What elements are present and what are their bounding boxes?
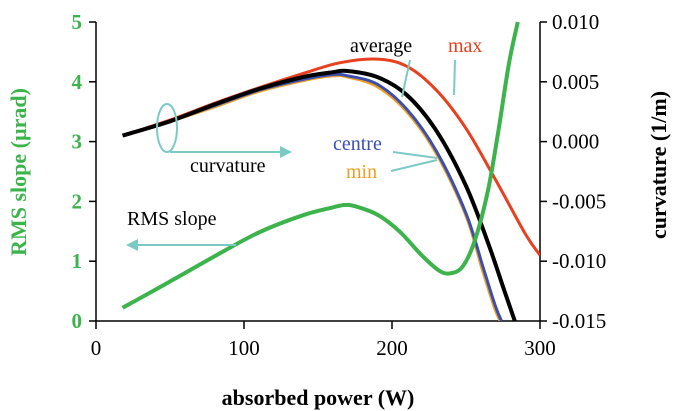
left-y-tick-label: 3 [72,130,83,154]
left-y-tick-label: 2 [72,189,83,213]
min-pointer [390,159,438,172]
average-pointer [401,59,411,98]
curvature-arrow-head [280,146,292,158]
x-tick-label: 300 [524,336,556,360]
annotation-average: average [350,35,412,57]
curvature-marker-ellipse [156,103,178,153]
series-line-rms-slope [121,21,520,310]
x-tick-label: 100 [228,336,260,360]
right-y-tick-label: 0.005 [552,70,599,94]
left-y-tick-label: 0 [72,309,83,333]
annotation-rms-slope: RMS slope [127,208,217,230]
centre-pointer [392,151,438,159]
x-axis-title: absorbed power (W) [222,385,415,410]
annotation-max: max [448,35,482,57]
annotation-layer: average max centre min curvature RMS slope [126,35,482,251]
right-axis-title: curvature (1/m) [646,91,671,239]
rms-slope-arrow-head [126,239,138,251]
series-line-average [122,68,517,321]
annotation-min: min [346,161,377,183]
right-y-tick-label: -0.010 [552,249,606,273]
annotation-centre: centre [333,133,382,155]
right-y-tick-label: -0.005 [552,189,606,213]
x-tick-label: 0 [91,336,102,360]
series-layer [121,21,540,321]
right-y-tick-label: -0.015 [552,309,606,333]
series-line-centre [122,72,503,321]
series-line-min [122,73,502,321]
tick-label-layer: 0 100 200 300 0 1 2 3 4 5 -0.015 -0.010 -0.005 0.000 0… [72,10,607,360]
left-y-tick-label: 5 [72,10,83,34]
right-y-tick-label: 0.010 [552,10,599,34]
axes-layer [89,21,547,329]
right-y-tick-label: 0.000 [552,130,599,154]
left-y-tick-label: 1 [72,249,83,273]
x-tick-label: 200 [376,336,408,360]
left-axis-title: RMS slope (µrad) [6,88,31,256]
annotation-curvature: curvature [190,155,266,177]
left-y-tick-label: 4 [72,70,83,94]
max-pointer [453,59,456,96]
